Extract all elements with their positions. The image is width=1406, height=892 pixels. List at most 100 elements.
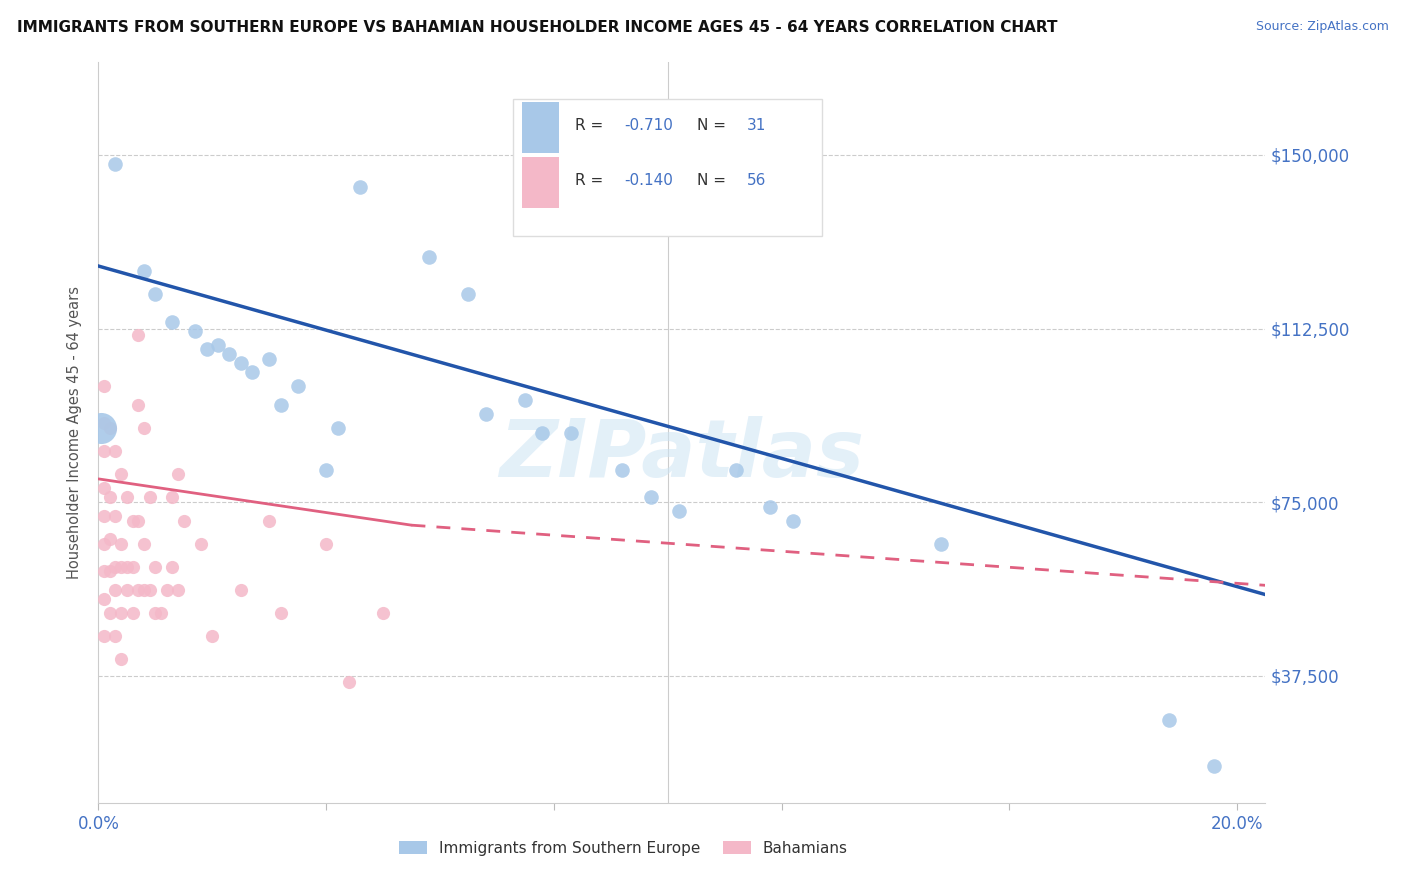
Point [162,314,184,328]
Point [93,629,115,643]
Point [240,366,263,380]
Point [315,462,337,476]
Point [418,250,440,264]
Text: 31: 31 [747,118,766,133]
Y-axis label: Householder Income Ages 45 - 64 years: Householder Income Ages 45 - 64 years [67,286,83,579]
Point [195,343,218,357]
Point [143,606,166,620]
Point [98,421,121,435]
Point [167,582,190,597]
Point [127,398,149,412]
Text: Source: ZipAtlas.com: Source: ZipAtlas.com [1256,20,1389,33]
Point [93,565,115,579]
Point [98,491,121,505]
Point [138,582,160,597]
Point [127,514,149,528]
Text: N =: N = [697,118,731,133]
Point [287,379,309,393]
Text: R =: R = [575,173,607,188]
Point [759,500,782,514]
Point [104,508,127,523]
Point [610,462,633,476]
Point [93,417,115,431]
Point [93,444,115,458]
Point [315,536,337,550]
Point [201,629,224,643]
Point [640,491,662,505]
Point [93,508,115,523]
Point [121,514,143,528]
Text: R =: R = [575,118,607,133]
Point [115,582,138,597]
Point [104,582,127,597]
Point [156,582,179,597]
Point [229,582,252,597]
Point [150,606,173,620]
Point [207,337,229,351]
Point [90,421,112,435]
Point [115,491,138,505]
Point [1204,758,1226,772]
Point [162,491,184,505]
Point [184,324,207,338]
Point [257,351,280,366]
Point [127,328,149,343]
Point [167,467,190,482]
Point [560,425,582,440]
FancyBboxPatch shape [513,99,823,236]
Text: ZIPatlas: ZIPatlas [499,416,865,494]
Point [132,421,155,435]
Point [138,491,160,505]
Legend: Immigrants from Southern Europe, Bahamians: Immigrants from Southern Europe, Bahamia… [394,835,853,862]
Point [349,180,371,194]
Point [110,559,132,574]
Point [104,157,127,171]
Point [104,629,127,643]
Point [98,565,121,579]
Point [162,559,184,574]
Point [218,347,240,361]
Point [93,481,115,495]
Point [110,536,132,550]
Text: 56: 56 [747,173,766,188]
Point [110,652,132,666]
FancyBboxPatch shape [522,157,560,209]
Text: -0.710: -0.710 [624,118,673,133]
Point [229,356,252,370]
Point [782,514,804,528]
Point [110,467,132,482]
Point [127,582,149,597]
Point [474,407,496,421]
Point [132,582,155,597]
Point [93,536,115,550]
Point [270,398,292,412]
Point [337,675,360,690]
Point [98,532,121,546]
Point [98,606,121,620]
Point [132,536,155,550]
Point [104,444,127,458]
Point [371,606,394,620]
Point [515,393,537,408]
FancyBboxPatch shape [522,102,560,153]
Point [115,559,138,574]
Point [190,536,212,550]
Point [104,559,127,574]
Point [143,559,166,574]
Point [121,606,143,620]
Point [132,263,155,277]
Point [1157,713,1180,727]
Point [270,606,292,620]
Point [173,514,195,528]
Point [143,286,166,301]
Point [929,536,952,550]
Text: N =: N = [697,173,731,188]
Point [457,286,479,301]
Point [93,592,115,607]
Point [724,462,747,476]
Point [257,514,280,528]
Text: -0.140: -0.140 [624,173,673,188]
Point [93,379,115,393]
Point [110,606,132,620]
Text: IMMIGRANTS FROM SOUTHERN EUROPE VS BAHAMIAN HOUSEHOLDER INCOME AGES 45 - 64 YEAR: IMMIGRANTS FROM SOUTHERN EUROPE VS BAHAM… [17,20,1057,35]
